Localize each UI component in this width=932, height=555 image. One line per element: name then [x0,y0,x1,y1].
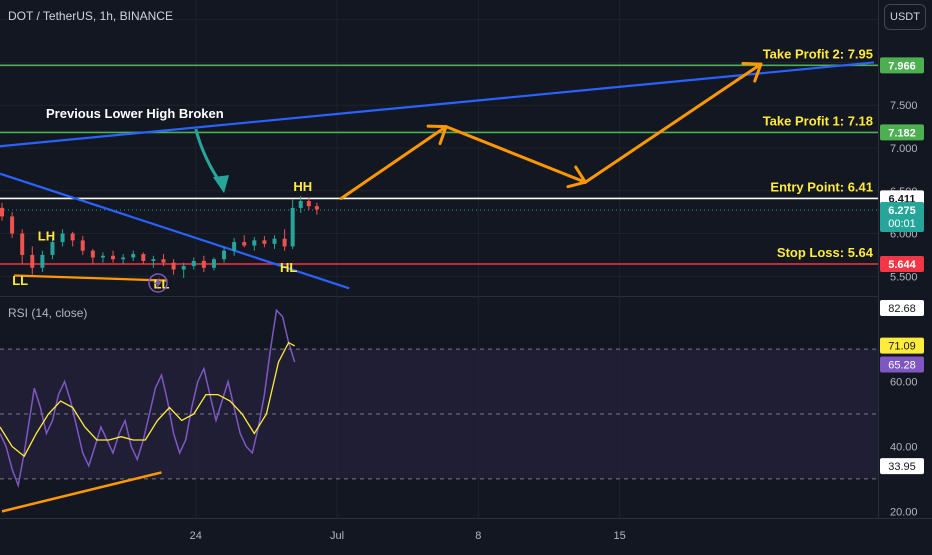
pattern-label-hl: HL [280,260,297,275]
candle-body [121,257,126,260]
annotation-arrowhead [213,175,230,194]
stop-loss-label: Stop Loss: 5.64 [777,245,874,260]
candle-body [306,201,311,207]
annotation-text: Previous Lower High Broken [46,106,224,121]
candle-body [80,240,85,251]
candle-body [10,216,15,234]
candle-body [161,259,166,263]
rsi-value-badge [880,356,924,373]
rsi-value-badge-text: 65.28 [888,359,916,371]
trendlines [0,61,875,290]
candle-body [90,250,95,258]
candle-body [252,240,257,246]
pattern-label-ll: LL [12,273,28,288]
candle-body [314,206,319,210]
lows-support-line [14,274,168,282]
take-profit-2-badge [880,57,924,74]
projection-arrowhead [753,62,763,83]
currency-button[interactable]: USDT [884,4,926,30]
candle-body [151,259,156,261]
candle-body [50,242,55,255]
candle-body [141,254,146,261]
candles [0,195,319,279]
rsi-title: RSI (14, close) [8,306,88,320]
candle-body [232,242,237,251]
candle-body [171,262,176,270]
pattern-label-hh: HH [293,179,312,194]
last-price-badge [880,202,924,233]
projection-arrowhead [566,180,587,189]
candle-body [290,207,295,247]
take-profit-2-label: Take Profit 2: 7.95 [763,46,873,61]
projection-segment [444,125,587,184]
price-tick-label: 7.500 [890,100,918,112]
rsi-max-badge [880,299,924,316]
take-profit-1-label: Take Profit 1: 7.18 [763,113,873,128]
take-profit-1-badge-text: 7.182 [888,127,916,139]
rsi-band [0,348,878,480]
rsi-tick-label: 40.00 [890,441,918,453]
time-tick-label: 24 [190,530,202,542]
candle-body [272,238,277,244]
axes: 8.5008.0007.5007.0006.5006.0005.50024Jul… [190,15,924,542]
stop-loss-badge [880,256,924,273]
candle-body [70,233,75,241]
projection-arrowhead [741,62,763,66]
rsi-ma-badge [880,337,924,354]
candle-body [40,254,45,268]
rsi-min-badge-text: 33.95 [888,461,916,473]
candle-body [100,255,105,258]
candle-body [222,250,227,260]
descending-trendline [0,172,350,290]
chart-title: DOT / TetherUS, 1h, BINANCE [8,9,173,23]
candle-body [298,201,303,208]
candle-body [0,207,5,217]
rsi-max-badge-text: 82.68 [888,303,916,315]
candle-body [191,260,196,267]
projection-segment [583,62,763,184]
candle-body [242,242,247,246]
rsi-tick-label: 20.00 [890,506,918,518]
last-price-countdown: 00:01 [888,218,916,230]
last-price-value: 6.275 [888,205,916,217]
candle-body [282,238,287,247]
candle-body [30,254,35,268]
candle-body [211,259,216,268]
rsi-tick-label: 60.00 [890,377,918,389]
lightning-icon[interactable] [148,273,168,293]
stop-loss-badge-text: 5.644 [888,259,916,271]
price-tick-label: 5.500 [890,271,918,283]
price-tick-label: 7.000 [890,143,918,155]
projection-segment [339,125,448,200]
entry-point-label: Entry Point: 6.41 [770,179,873,194]
time-tick-label: Jul [330,530,344,542]
upper-channel-trendline [0,61,875,148]
rsi-ma-badge-text: 71.09 [888,341,916,353]
time-tick-label: 8 [475,530,481,542]
candle-body [60,233,65,243]
candle-body [131,254,136,258]
projection-arrowhead [438,125,448,146]
rsi-line [0,308,296,489]
rsi-min-badge [880,458,924,475]
pattern-label-lh: LH [38,228,55,243]
candle-body [262,240,267,244]
projection-arrowhead [574,165,587,184]
take-profit-2-badge-text: 7.966 [888,60,916,72]
rsi-ma-line [0,341,296,458]
candle-body [201,260,206,268]
candle-body [111,255,116,260]
projection-arrowhead [426,124,448,129]
rsi-lines [0,308,296,513]
candle-body [20,233,25,255]
projection [339,62,763,200]
time-tick-label: 15 [614,530,626,542]
take-profit-1-badge [880,124,924,141]
rsi-divergence-line [1,471,162,513]
candle-body [181,266,186,270]
